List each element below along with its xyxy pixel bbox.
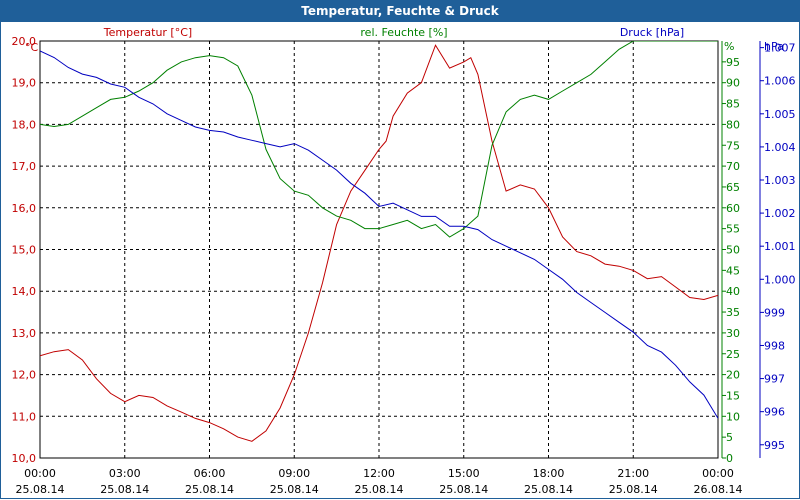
pressure-tick-label: 1.004 bbox=[764, 141, 796, 154]
x-tick-date: 25.08.14 bbox=[355, 483, 404, 496]
humidity-tick-label: 60 bbox=[726, 202, 740, 215]
x-tick-time: 03:00 bbox=[109, 467, 141, 480]
humidity-tick-label: 85 bbox=[726, 98, 740, 111]
pressure-tick-label: 1.000 bbox=[764, 273, 796, 286]
x-tick-time: 09:00 bbox=[278, 467, 310, 480]
humidity-tick-label: 55 bbox=[726, 223, 740, 236]
pressure-unit-label: hPa bbox=[764, 40, 784, 53]
x-tick-time: 15:00 bbox=[448, 467, 480, 480]
temperature-tick-label: 15,0 bbox=[12, 244, 37, 257]
pressure-tick-label: 1.006 bbox=[764, 75, 796, 88]
humidity-tick-label: 0 bbox=[726, 452, 733, 465]
temperature-axis-label: Temperatur [°C] bbox=[103, 26, 192, 39]
humidity-tick-label: 65 bbox=[726, 181, 740, 194]
pressure-tick-label: 1.001 bbox=[764, 240, 796, 253]
x-tick-date: 25.08.14 bbox=[16, 483, 65, 496]
x-tick-time: 00:00 bbox=[702, 467, 734, 480]
pressure-tick-label: 995 bbox=[764, 439, 785, 452]
x-tick-time: 06:00 bbox=[194, 467, 226, 480]
temperature-tick-label: 16,0 bbox=[12, 202, 37, 215]
pressure-tick-label: 997 bbox=[764, 373, 785, 386]
humidity-tick-label: 20 bbox=[726, 369, 740, 382]
humidity-tick-label: 80 bbox=[726, 118, 740, 131]
temperature-tick-label: 12,0 bbox=[12, 369, 37, 382]
humidity-tick-label: 35 bbox=[726, 306, 740, 319]
x-tick-date: 26.08.14 bbox=[694, 483, 743, 496]
temperature-tick-label: 10,0 bbox=[12, 452, 37, 465]
temperature-tick-label: 11,0 bbox=[12, 410, 37, 423]
x-tick-date: 25.08.14 bbox=[439, 483, 488, 496]
pressure-tick-label: 1.002 bbox=[764, 207, 796, 220]
temperature-tick-label: 17,0 bbox=[12, 160, 37, 173]
humidity-tick-label: 25 bbox=[726, 348, 740, 361]
x-tick-date: 25.08.14 bbox=[100, 483, 149, 496]
x-tick-date: 25.08.14 bbox=[185, 483, 234, 496]
temperature-line bbox=[40, 44, 718, 442]
humidity-tick-label: 90 bbox=[726, 77, 740, 90]
temperature-tick-label: 20,0 bbox=[12, 35, 37, 48]
temperature-tick-label: 13,0 bbox=[12, 327, 37, 340]
pressure-tick-label: 1.005 bbox=[764, 108, 796, 121]
pressure-tick-label: 996 bbox=[764, 406, 785, 419]
humidity-tick-label: 10 bbox=[726, 410, 740, 423]
humidity-tick-label: 5 bbox=[726, 431, 733, 444]
x-tick-date: 25.08.14 bbox=[609, 483, 658, 496]
humidity-tick-label: 75 bbox=[726, 139, 740, 152]
x-tick-time: 12:00 bbox=[363, 467, 395, 480]
x-tick-date: 25.08.14 bbox=[270, 483, 319, 496]
humidity-axis-label: rel. Feuchte [%] bbox=[360, 26, 447, 39]
temperature-tick-label: 19,0 bbox=[12, 77, 37, 90]
humidity-line bbox=[40, 41, 718, 238]
pressure-tick-label: 999 bbox=[764, 306, 785, 319]
x-tick-time: 21:00 bbox=[617, 467, 649, 480]
chart-frame bbox=[0, 22, 800, 499]
humidity-tick-label: 95 bbox=[726, 56, 740, 69]
x-tick-date: 25.08.14 bbox=[524, 483, 573, 496]
pressure-axis-label: Druck [hPa] bbox=[620, 26, 684, 39]
humidity-tick-label: 15 bbox=[726, 389, 740, 402]
humidity-tick-label: 50 bbox=[726, 244, 740, 257]
x-tick-time: 18:00 bbox=[533, 467, 565, 480]
temperature-tick-label: 18,0 bbox=[12, 118, 37, 131]
pressure-line bbox=[40, 50, 718, 419]
humidity-unit-label: % bbox=[724, 40, 734, 53]
pressure-tick-label: 1.003 bbox=[764, 174, 796, 187]
humidity-tick-label: 45 bbox=[726, 264, 740, 277]
humidity-tick-label: 70 bbox=[726, 160, 740, 173]
temperature-unit-label: °C bbox=[25, 41, 39, 54]
humidity-tick-label: 40 bbox=[726, 285, 740, 298]
chart-title: Temperatur, Feuchte & Druck bbox=[0, 0, 800, 22]
pressure-tick-label: 998 bbox=[764, 339, 785, 352]
temperature-tick-label: 14,0 bbox=[12, 285, 37, 298]
humidity-tick-label: 30 bbox=[726, 327, 740, 340]
pressure-tick-label: 1.007 bbox=[764, 42, 796, 55]
x-tick-time: 00:00 bbox=[24, 467, 56, 480]
